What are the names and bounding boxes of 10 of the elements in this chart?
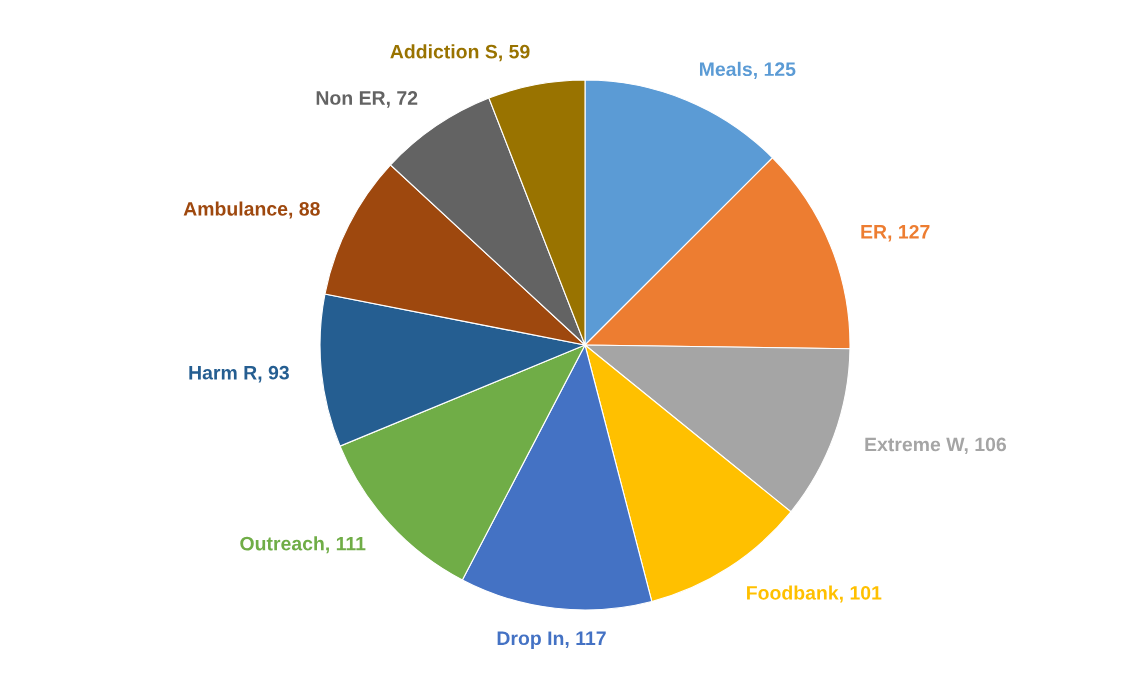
slice-label: Ambulance, 88 — [183, 201, 320, 219]
slice-label: Drop In, 117 — [497, 631, 606, 649]
slice-label: Extreme W, 106 — [865, 437, 1007, 455]
slice-label: Outreach, 111 — [240, 536, 366, 554]
slice-label: ER, 127 — [861, 224, 930, 242]
slice-label: Non ER, 72 — [316, 91, 418, 108]
slice-label: Addiction S, 59 — [390, 44, 530, 62]
slice-label: Meals, 125 — [699, 61, 796, 79]
slice-label: Foodbank, 101 — [747, 585, 882, 603]
slice-label: Harm R, 93 — [189, 365, 289, 383]
